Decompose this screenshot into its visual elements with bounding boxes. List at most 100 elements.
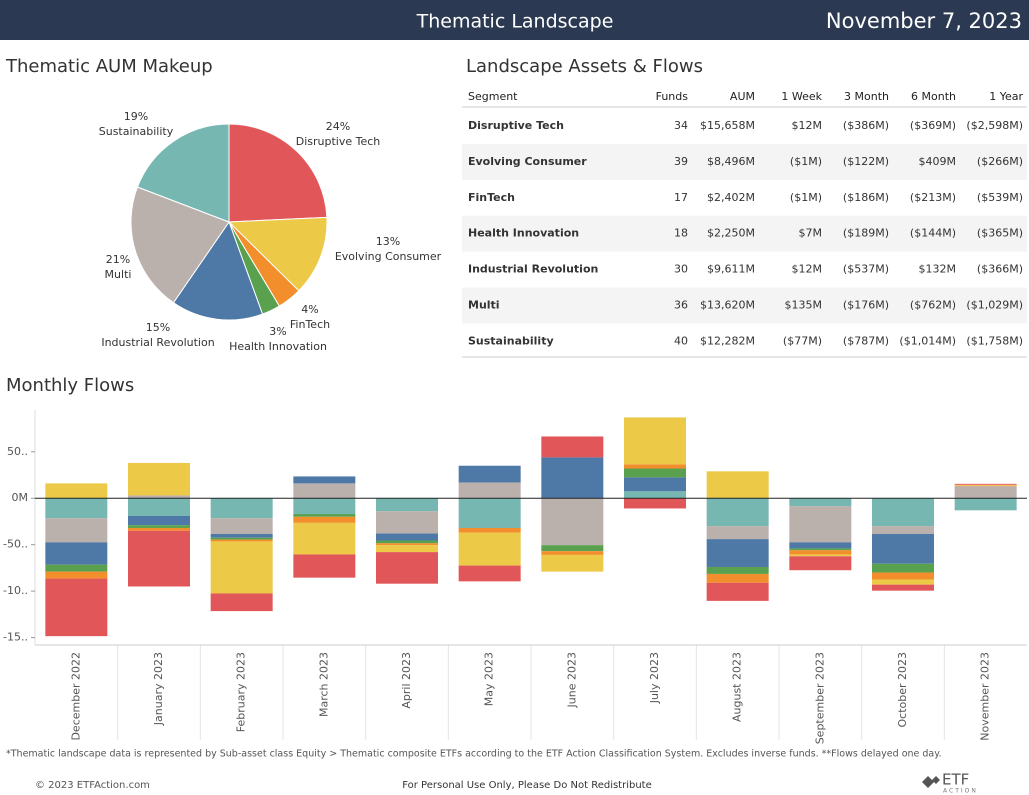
bar-segment: [706, 471, 769, 499]
table-cell: Evolving Consumer: [468, 155, 587, 168]
y-tick-label: -10..: [3, 584, 28, 597]
table-cell: ($762M): [910, 299, 956, 312]
bar-segment: [45, 483, 108, 499]
bar-segment: [872, 584, 934, 591]
table-header: 1 Week: [781, 90, 822, 103]
x-tick-label: September 2023: [813, 652, 826, 744]
flows-title: Monthly Flows: [6, 375, 134, 396]
y-tick-label: 50..: [7, 445, 28, 458]
bar-segment: [45, 564, 108, 572]
bar-segment: [706, 539, 769, 567]
bar-segment: [872, 534, 934, 564]
bar-segment: [541, 498, 604, 546]
table-cell: 34: [674, 119, 688, 132]
bar-segment: [210, 593, 273, 612]
pie-slice: [172, 220, 264, 321]
table-cell: $12,282M: [700, 334, 755, 347]
y-tick-label: -50..: [3, 538, 28, 551]
x-tick-label: February 2023: [235, 652, 248, 732]
bar-segment: [624, 417, 686, 465]
pie-slice: [136, 123, 230, 223]
bar-segment: [376, 545, 438, 553]
bar-segment: [789, 498, 852, 507]
table-cell: 36: [674, 299, 688, 312]
pie-category-label: Disruptive Tech: [296, 135, 381, 148]
table-cell: 17: [674, 191, 688, 204]
table-cell: ($787M): [843, 334, 889, 347]
header-bar: [0, 0, 1029, 40]
bar-segment: [706, 498, 769, 527]
table-header: AUM: [730, 90, 755, 103]
table-cell: $9,611M: [707, 263, 755, 276]
x-tick-label: August 2023: [731, 652, 744, 722]
table-row-bg: [462, 143, 1027, 180]
logo-sub: ACTION: [943, 788, 978, 795]
table-header: Segment: [468, 90, 518, 103]
bar-segment: [293, 516, 356, 523]
table-cell: ($1,758M): [966, 334, 1023, 347]
bar-segment: [789, 556, 852, 571]
pie-category-label: Sustainability: [99, 125, 174, 138]
table-cell: ($539M): [977, 191, 1023, 204]
bar-segment: [872, 579, 934, 585]
table-cell: 30: [674, 263, 688, 276]
table-cell: ($369M): [910, 119, 956, 132]
table-cell: Sustainability: [468, 334, 554, 347]
bar-segment: [128, 530, 190, 587]
bar-segment: [706, 526, 769, 540]
table-cell: Industrial Revolution: [468, 263, 598, 276]
bar-segment: [210, 518, 273, 535]
pie-category-label: Health Innovation: [229, 340, 327, 353]
bar-segment: [376, 552, 438, 584]
pie-value-label: 24%: [326, 120, 350, 133]
x-tick-label: November 2023: [979, 652, 992, 741]
table-cell: ($1,029M): [966, 299, 1023, 312]
table-cell: ($176M): [843, 299, 889, 312]
table-cell: ($189M): [843, 227, 889, 240]
bar-segment: [624, 464, 686, 469]
table-cell: ($365M): [977, 227, 1023, 240]
bar-segment: [293, 476, 356, 484]
table-cell: ($366M): [977, 263, 1023, 276]
table-cell: $13,620M: [700, 299, 755, 312]
bar-segment: [45, 542, 108, 565]
table-cell: 39: [674, 155, 688, 168]
bar-segment: [458, 498, 521, 528]
bar-segment: [376, 540, 438, 544]
table-cell: ($537M): [843, 263, 889, 276]
table-cell: ($266M): [977, 155, 1023, 168]
bar-segment: [210, 539, 273, 542]
bar-segment: [210, 541, 273, 594]
bar-segment: [624, 498, 686, 509]
table-cell: ($1M): [790, 191, 822, 204]
bar-segment: [210, 537, 273, 540]
pie-title: Thematic AUM Makeup: [5, 56, 213, 77]
table-cell: FinTech: [468, 191, 515, 204]
table-cell: $135M: [785, 299, 823, 312]
x-tick-label: May 2023: [483, 652, 496, 706]
bar-segment: [45, 518, 108, 543]
bar-segment: [624, 468, 686, 478]
bar-segment: [954, 486, 1017, 499]
bar-segment: [293, 522, 356, 555]
bar-segment: [210, 534, 273, 538]
pie-value-label: 4%: [301, 303, 318, 316]
bar-segment: [45, 571, 108, 579]
header-title: Thematic Landscape: [416, 11, 614, 33]
bar-segment: [458, 527, 521, 533]
pie-value-label: 13%: [376, 235, 400, 248]
bar-segment: [458, 465, 521, 483]
table-cell: ($2,598M): [966, 119, 1023, 132]
bar-segment: [293, 554, 356, 578]
bar-segment: [954, 484, 1017, 486]
table-cell: $132M: [919, 263, 957, 276]
footnote: *Thematic landscape data is represented …: [6, 749, 942, 760]
bar-segment: [789, 542, 852, 549]
bar-segment: [458, 565, 521, 582]
table-cell: $12M: [792, 263, 823, 276]
table-cell: $12M: [792, 119, 823, 132]
pie-value-label: 21%: [106, 253, 130, 266]
table-cell: ($1,014M): [899, 334, 956, 347]
bar-segment: [128, 498, 190, 516]
pie-slice: [228, 123, 328, 223]
